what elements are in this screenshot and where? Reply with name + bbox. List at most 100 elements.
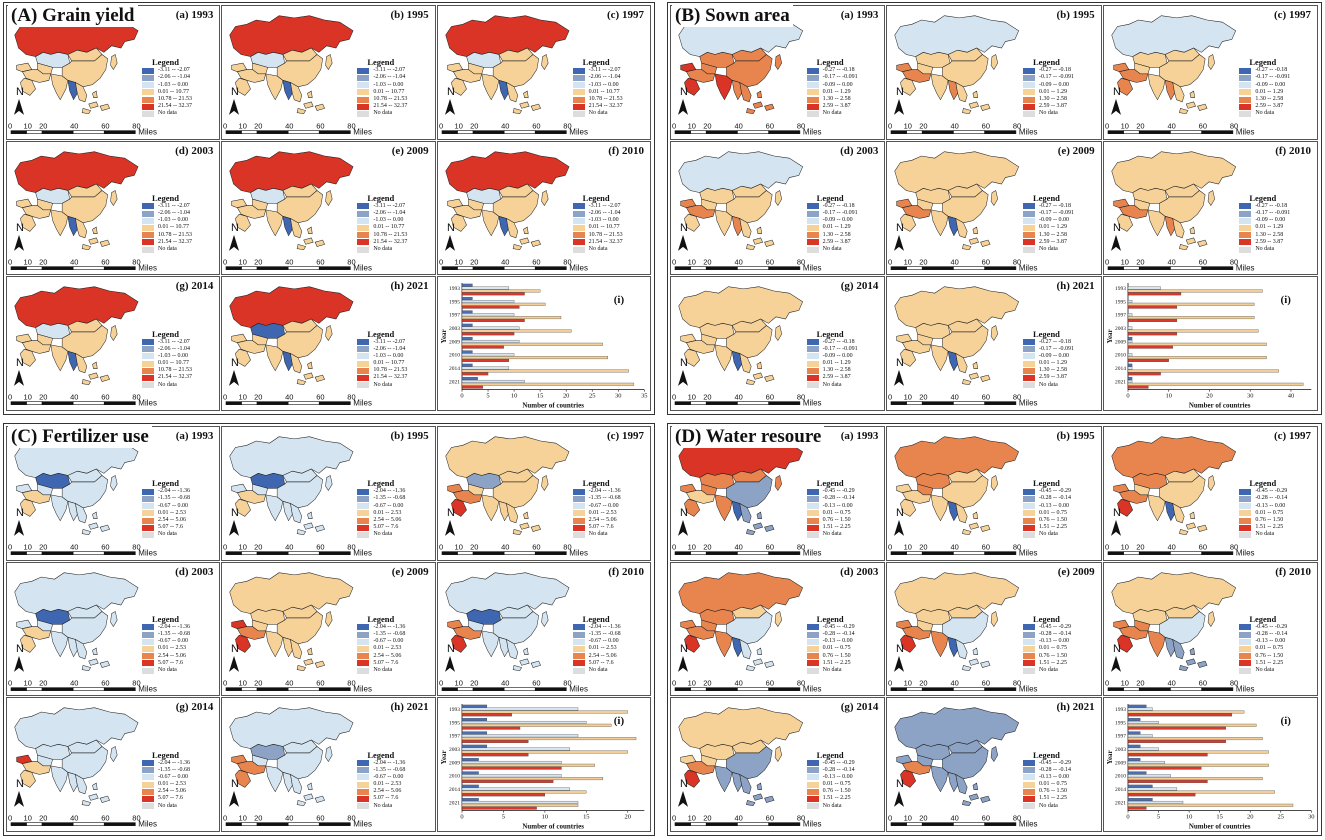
bar-pos-small [1127,343,1267,347]
panel-title: (C) Fertilizer use [8,426,152,448]
region-sea [739,502,752,524]
legend-swatch [572,224,585,231]
bar-neg-small [461,734,578,738]
legend-swatch [806,495,819,502]
scale-bar-segment [257,822,289,827]
region-myanmar [498,79,509,101]
map-legend: Legend -0.27 -- -0.18 -0.17 -- -0.091 -0.09… [1022,57,1074,117]
map-legend: Legend -0.27 -- -0.18 -0.17 -- -0.091 -0.09… [806,329,858,389]
legend-item-label: -0.13 -- 0.00 [1038,773,1069,780]
legend-item: 2.54 -- 5.06 [142,653,190,660]
legend-title: Legend [1032,749,1060,760]
north-label: N [447,86,455,98]
legend-item: -2.04 -- -1.36 [357,624,405,631]
region-india [50,73,69,101]
scale-unit-label: Miles [569,684,588,693]
legend-item-label: 0.01 -- 2.53 [158,509,187,516]
scale-unit-label: Miles [1019,128,1038,137]
bar-pos-small [461,750,628,754]
scale-tick-label: 40 [1167,678,1175,687]
region-saudi [20,77,36,96]
bar-pos-large [461,319,525,323]
north-arrow-icon [1110,519,1121,536]
north-arrow-icon [14,791,25,808]
bar-neg-large [1127,745,1141,748]
map-year-label: (b) 1995 [1056,9,1095,21]
legend-item: -0.09 -- 0.00 [1022,82,1074,89]
island-shape [303,372,314,380]
legend-swatch [1022,382,1035,389]
legend-item-label: 0.01 -- 2.53 [588,509,617,516]
region-myanmar [948,351,959,372]
region-japan [991,475,999,492]
scale-tick-label: 0 [888,122,892,131]
legend-swatch [806,624,819,631]
bar-neg-small [461,774,562,778]
legend-item: 0.01 -- 1.29 [1239,89,1290,96]
map-cell: N 0 10 20 40 60 80 Miles (c) 1997 Legend -0.45 -- … [1102,426,1318,561]
legend-item-label: No data [588,666,608,673]
north-arrow-icon [1110,655,1121,672]
legend-title: Legend [582,478,610,489]
scale-tick-label: 60 [101,814,109,823]
legend-title: Legend [152,749,179,760]
legend-item: No data [142,531,190,538]
scale-tick-label: 0 [1105,678,1109,687]
legend-item-label: 0.01 -- 10.77 [373,360,405,367]
scale-tick-label: 0 [672,543,676,552]
north-arrow-icon [14,370,25,387]
legend-item: -2.04 -- -1.36 [572,488,621,495]
bar-neg-small [461,340,520,344]
x-tick-label: 30 [1247,393,1253,400]
scale-bar-segment [288,401,320,406]
panel-2: N 0 10 20 40 60 80 Miles (a) 1993 Legend -0.27 -- … [667,2,1322,415]
north-arrow-icon [894,98,905,115]
legend-item: -1.35 -- -0.68 [142,495,190,502]
bar-pos-small [1127,710,1244,714]
north-label: N [680,507,688,519]
scale-bar-segment [441,551,458,555]
scale-tick-label: 40 [70,814,78,823]
legend-item-label: 1.51 -- 2.25 [1255,524,1284,531]
scale-bar-segment [906,822,923,827]
island-shape [522,647,529,655]
chart-label: (i) [1280,294,1291,306]
scale-tick-label: 80 [797,678,805,687]
legend-item: -3.11 -- -2.07 [142,203,192,210]
legend-swatch [142,645,155,652]
legend-item-label: 1.51 -- 2.25 [1038,524,1067,531]
scale-tick-label: 20 [1136,543,1144,552]
legend-item-label: No data [588,531,608,538]
north-label: N [231,222,239,234]
legend-item: -3.11 -- -2.07 [357,67,407,74]
legend-item-label: -2.06 -- -1.04 [158,345,191,352]
legend-item-label: 5.07 -- 7.6 [588,659,614,666]
scale-bar-segment [103,551,136,555]
bar-pos-small [1127,369,1279,373]
y-tick-label: 2009 [449,340,460,346]
legend-item: 10.78 -- 21.53 [572,96,623,103]
scale-unit-label: Miles [354,399,373,408]
north-label: N [680,778,688,790]
scale-bar-segment [674,822,691,827]
x-tick-label: 30 [1308,814,1314,821]
bar-pos-large [461,372,488,376]
bar-pos-small [461,724,611,728]
legend-item: 21.54 -- 32.37 [357,103,407,110]
scale-tick-label: 10 [24,122,32,131]
scale-tick-label: 10 [1120,543,1128,552]
legend-swatch [1239,89,1252,96]
scale-bar-segment [319,130,351,134]
map-cell: N 0 10 20 40 60 80 Miles (e) 2009 Legend -0.45 -- … [886,561,1102,697]
scale-bar-segment [103,130,136,134]
legend-swatch [806,488,819,495]
legend-item-label: -0.67 -- 0.00 [373,638,404,645]
bar-neg-large [1127,758,1141,762]
island-shape [303,658,314,666]
scale-tick-label: 40 [501,122,509,131]
bar-neg-small [461,380,525,384]
scale-tick-label: 40 [285,814,293,823]
island-shape [297,528,307,536]
legend-swatch [142,353,155,360]
